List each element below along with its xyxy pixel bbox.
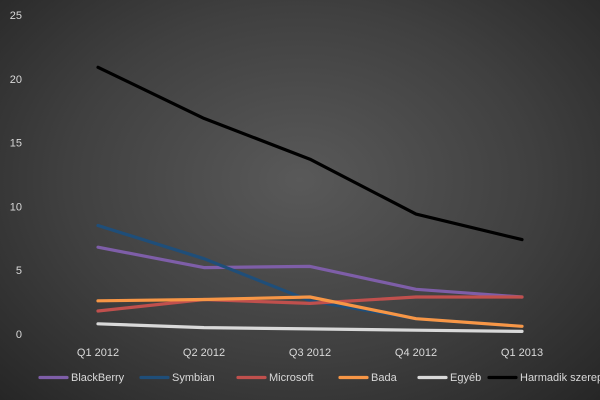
y-tick-label: 20 [10, 74, 22, 86]
x-tick-label: Q1 2013 [501, 347, 543, 359]
y-axis: 0 5 10 15 20 25 [10, 10, 22, 341]
y-tick-label: 15 [10, 138, 22, 150]
series-line-symbian [96, 223, 524, 328]
series-line-harmadik-szereplo [96, 65, 524, 242]
legend-label: Bada [371, 372, 398, 384]
x-tick-label: Q4 2012 [395, 347, 437, 359]
legend: BlackBerry Symbian Microsoft Bada Egyéb Harma… [38, 372, 600, 384]
series-line-egyeb [96, 322, 524, 333]
series-line-microsoft [96, 295, 524, 313]
legend-label: Symbian [172, 372, 215, 384]
x-tick-label: Q2 2012 [183, 347, 225, 359]
series-line-blackberry [96, 245, 524, 299]
x-tick-label: Q3 2012 [289, 347, 331, 359]
legend-label: Microsoft [269, 372, 314, 384]
y-tick-label: 25 [10, 10, 22, 22]
legend-label: Harmadik szereplő [520, 372, 600, 384]
series-line-bada [96, 295, 524, 328]
plot-area [96, 65, 524, 333]
x-axis: Q1 2012 Q2 2012 Q3 2012 Q4 2012 Q1 2013 [77, 347, 543, 359]
legend-label: BlackBerry [71, 372, 125, 384]
y-tick-label: 10 [10, 201, 22, 213]
y-tick-label: 5 [16, 265, 22, 277]
y-tick-label: 0 [16, 329, 22, 341]
legend-label: Egyéb [450, 372, 481, 384]
x-tick-label: Q1 2012 [77, 347, 119, 359]
